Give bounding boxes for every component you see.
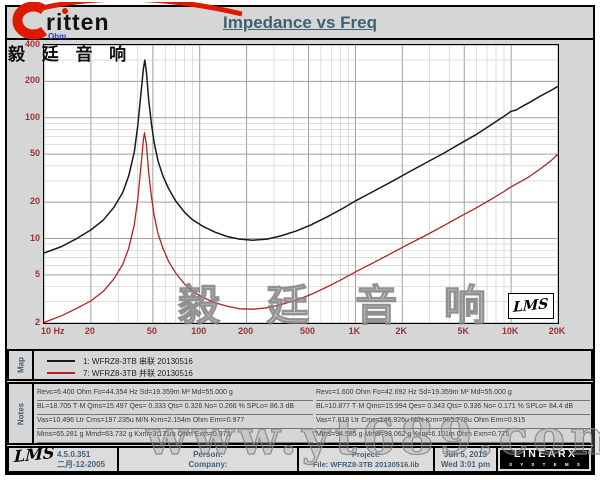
legend-swatch-line	[47, 360, 75, 362]
y-tick-label: 100	[24, 111, 40, 122]
notes-line: Revc=6.400 Ohm Fo=44.354 Hz Sd=19.359m M…	[37, 387, 313, 401]
legend-swatch-line	[47, 372, 75, 374]
notes-side-cell: Notes	[9, 384, 34, 443]
y-tick-label: 50	[29, 148, 40, 159]
time-text: Wed 3:01 pm	[440, 459, 491, 469]
y-tick-label: 20	[29, 196, 40, 207]
map-side-cell: Map	[9, 351, 34, 379]
y-tick-label: 400	[24, 39, 40, 49]
impedance-curve-1	[44, 59, 558, 254]
notes-section: Notes Revc=6.400 Ohm Fo=44.354 Hz Sd=19.…	[7, 382, 593, 445]
y-tick-label: 5	[34, 268, 40, 279]
map-section-label: Map	[16, 357, 25, 373]
footer-version-cell: LMS 4.5.0.351 二月-12-2005	[9, 442, 119, 471]
x-tick-label: 10 Hz	[41, 326, 65, 336]
notes-line: BL=18.705 T·M Qms=15.497 Qes= 0.333 Qts=…	[37, 401, 313, 415]
x-tick-label: 2K	[395, 326, 408, 336]
company-label: Company:	[188, 459, 228, 469]
x-tick-label: 1K	[348, 326, 361, 336]
notes-line: Vas=10.496 Ltr Cms=197.235u M/N Krm=2.15…	[37, 415, 313, 429]
version-date-text: 二月-12-2005	[57, 460, 106, 469]
linearx-brand-text: LINEARX	[513, 448, 578, 460]
legend: 1: WFRZ8-3TB 串联 20130516 7: WFRZ8-3TB 并联 …	[41, 355, 587, 379]
x-tick-label: 20	[84, 326, 95, 336]
footer-bar: LMS 4.5.0.351 二月-12-2005 Person: Company…	[7, 442, 593, 473]
linearx-logo: LINEARX S Y S T E M S	[500, 448, 589, 469]
notes-right-column: Revc=1.600 Ohm Fo=42.692 Hz Sd=19.359m M…	[316, 387, 590, 443]
report-header: Impedance vs Freq	[7, 7, 593, 40]
y-tick-label: 10	[29, 232, 40, 243]
y-tick-label: 200	[24, 75, 40, 86]
lms-logo: LMS	[13, 442, 55, 467]
project-label: Project:	[352, 449, 380, 459]
date-text: Jun 5, 2013	[443, 449, 488, 459]
x-tick-label: 10K	[501, 326, 519, 336]
notes-line: Mms=65.281 g Mmd=63.732 g Kxm=3.171m Ohm…	[37, 429, 313, 443]
file-label: File: WFRZ8-3TB 20130516.lib	[312, 459, 420, 469]
notes-line: Mms=94.585 g Mmd=93.062 g Kxm=6.101m Ohm…	[316, 429, 590, 443]
x-tick-label: 200	[238, 326, 254, 336]
person-label: Person:	[193, 449, 223, 459]
version-text: 4.5.0.351	[57, 450, 91, 459]
footer-date-cell: Jun 5, 2013 Wed 3:01 pm	[435, 448, 498, 471]
plot-area: LMS	[43, 44, 559, 324]
y-tick-label: 2	[34, 317, 40, 327]
y-axis-unit-label: Ohm	[48, 32, 67, 41]
lms-inset-logo: LMS	[513, 296, 549, 316]
legend-item: 1: WFRZ8-3TB 串联 20130516	[41, 355, 587, 367]
chart-title: Impedance vs Freq	[222, 13, 377, 32]
notes-section-label: Notes	[16, 402, 25, 425]
x-tick-label: 100	[191, 326, 207, 336]
lms-inset-box: LMS	[508, 293, 554, 319]
notes-line: BL=10.877 T·M Qms=15.994 Qes= 0.343 Qts=…	[316, 401, 590, 415]
footer-brand-cell: LINEARX S Y S T E M S	[498, 448, 591, 471]
legend-label: 1: WFRZ8-3TB 串联 20130516	[83, 356, 193, 366]
impedance-curve-2	[44, 132, 558, 323]
impedance-chart	[44, 45, 558, 323]
notes-left-column: Revc=6.400 Ohm Fo=44.354 Hz Sd=19.359m M…	[37, 387, 313, 443]
linearx-systems-text: S Y S T E M S	[509, 462, 584, 467]
legend-label: 7: WFRZ8-3TB 并联 20130516	[83, 368, 193, 378]
footer-project-cell: Project: File: WFRZ8-3TB 20130516.lib	[299, 448, 435, 471]
x-tick-label: 500	[300, 326, 316, 336]
notes-line: Vas=7.818 Ltr Cms=146.926u M/N Krm=965.7…	[316, 415, 590, 429]
map-section: Map 1: WFRZ8-3TB 串联 20130516 7: WFRZ8-3TB…	[7, 349, 593, 381]
footer-person-cell: Person: Company:	[119, 448, 299, 471]
legend-item: 7: WFRZ8-3TB 并联 20130516	[41, 367, 587, 379]
version-block: 4.5.0.351 二月-12-2005	[57, 450, 105, 470]
x-tick-label: 5K	[457, 326, 469, 336]
notes-line: Revc=1.600 Ohm Fo=42.692 Hz Sd=19.359m M…	[316, 387, 590, 401]
x-tick-label: 20K	[548, 326, 566, 336]
x-tick-label: 50	[146, 326, 157, 336]
